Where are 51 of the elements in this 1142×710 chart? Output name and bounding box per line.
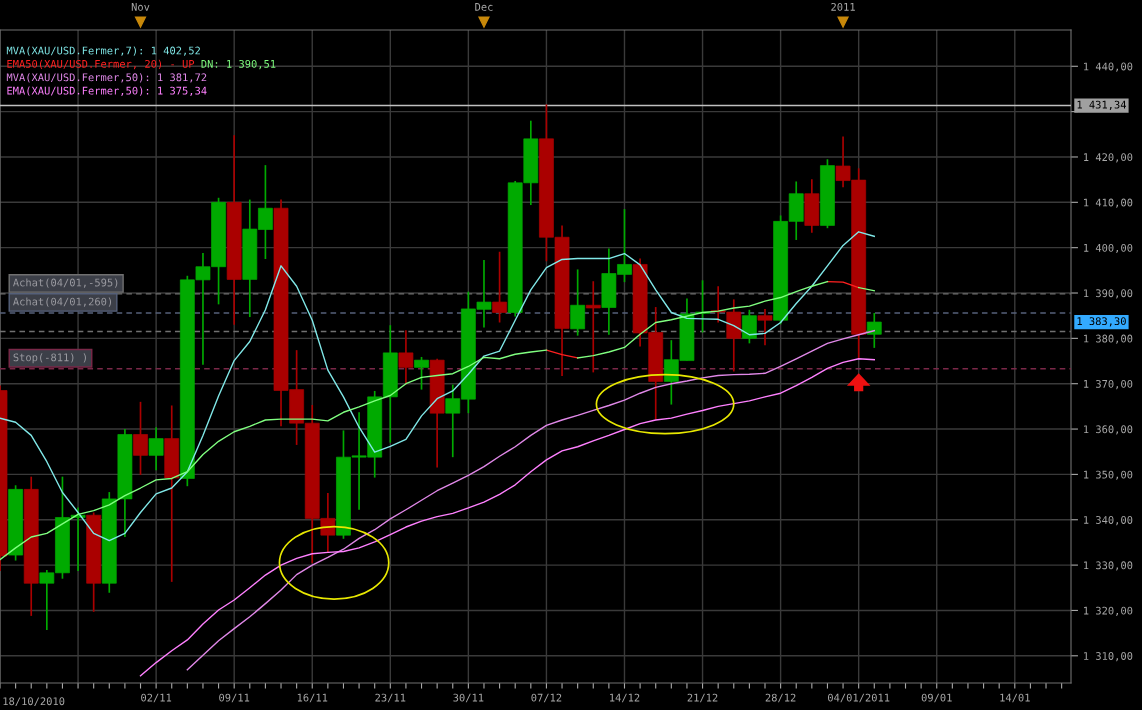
candlestick: [757, 308, 773, 346]
text: MVA(XAU/USD.Fermer,50): 1 381,72: [6, 73, 207, 83]
x-tick-label: 21/12: [687, 693, 718, 703]
y-tick-label: 1 310,00: [1084, 652, 1133, 662]
y-tick-label: 1 400,00: [1084, 243, 1133, 254]
y-tick-label: 1 370,00: [1084, 379, 1133, 390]
ref-line-label: Achat(04/01,-595): [13, 278, 118, 288]
text: EMA50(XAU/USD.Fermer, 20) - UP: [7, 59, 195, 70]
text: Nov: [131, 3, 150, 11]
y-tick-label: 1 350,00: [1084, 470, 1133, 480]
candlestick: [148, 426, 164, 472]
candlestick: [414, 356, 429, 391]
x-tick-label: 30/11: [453, 693, 484, 703]
y-tick-label: 1 390,00: [1084, 289, 1133, 299]
y-tick-label: 1 440,00: [1084, 62, 1133, 72]
text: 1 383,30: [1077, 317, 1126, 327]
x-tick-label: 09/11: [219, 693, 250, 703]
candlestick: [492, 250, 507, 324]
text: EMA(XAU/USD.Fermer,50): 1 375,34: [7, 86, 207, 96]
ref-line-label: 1 431,34: [1077, 100, 1127, 110]
text: DN: 1 390,51: [201, 59, 276, 70]
candlestick: [133, 401, 148, 476]
candlestick: [570, 268, 586, 337]
x-tick-label: 02/11: [141, 693, 172, 703]
x-tick-label: 09/01: [921, 693, 952, 703]
candlestick: [866, 312, 882, 349]
ref-line-label: Achat(04/01,260): [13, 297, 112, 307]
ref-line-label: Stop(-811) ): [13, 353, 86, 364]
text: 2011: [831, 2, 855, 11]
text: 18/10/2010: [3, 697, 65, 706]
y-tick-label: 1 410,00: [1084, 198, 1133, 208]
x-tick-label: 14/12: [610, 693, 640, 703]
x-tick-label: 14/01: [1000, 693, 1030, 703]
y-tick-label: 1 330,00: [1084, 561, 1133, 571]
candlestick: [585, 280, 601, 374]
candlestick: [742, 308, 757, 345]
x-tick-label: 04/01/2011: [827, 693, 890, 703]
line-series: [139, 358, 875, 677]
text: Dec: [475, 3, 493, 11]
candlestick: [398, 329, 414, 386]
y-tick-label: 1 380,00: [1084, 334, 1133, 344]
y-tick-label: 1 420,00: [1084, 153, 1133, 163]
y-tick-label: 1 360,00: [1084, 425, 1133, 435]
y-tick-label: 1 320,00: [1084, 606, 1133, 616]
x-tick-label: 23/11: [375, 693, 406, 703]
x-tick-label: 16/11: [297, 693, 328, 703]
x-tick-label: 28/12: [765, 693, 796, 703]
x-tick-label: 07/12: [531, 693, 562, 703]
text: MVA(XAU/USD.Fermer,7): 1 402,52: [6, 46, 200, 56]
y-tick-label: 1 340,00: [1084, 516, 1133, 526]
line-series: [0, 231, 875, 542]
